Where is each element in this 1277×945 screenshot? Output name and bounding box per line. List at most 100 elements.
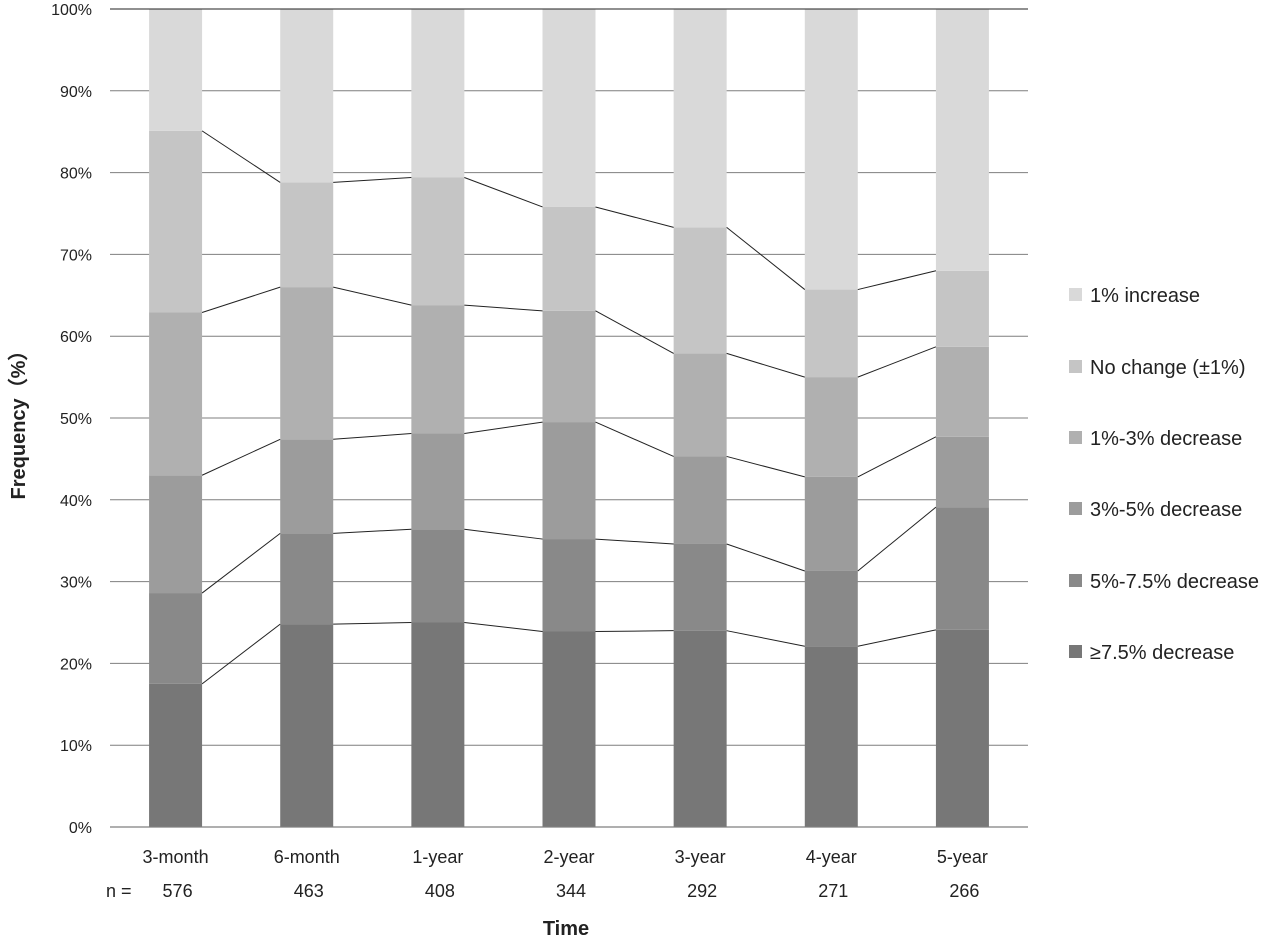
bar-segment — [542, 422, 596, 540]
legend-label: No change (±1%) — [1090, 357, 1246, 379]
series-connector-line — [857, 629, 937, 647]
bar-segment — [542, 9, 596, 207]
bar-segment — [280, 624, 334, 827]
n-value-label: 463 — [294, 881, 324, 901]
legend-swatch — [1069, 502, 1082, 515]
n-value-label: 344 — [556, 881, 586, 901]
n-prefix-label: n = — [106, 881, 132, 901]
series-connector-line — [201, 532, 281, 594]
bar-segment — [149, 475, 203, 594]
bar-segment — [935, 346, 989, 437]
bar-segment — [411, 622, 465, 827]
bar-segment — [542, 206, 596, 311]
series-connector-line — [333, 622, 412, 625]
series-connector-line — [333, 177, 412, 183]
bar-segment — [280, 182, 334, 288]
series-connector-line — [464, 177, 543, 208]
x-tick-label: 6-month — [274, 847, 340, 867]
series-connector-line — [333, 286, 412, 306]
bar-segment — [149, 312, 203, 476]
y-tick-label: 90% — [60, 84, 92, 101]
bar-segment — [149, 130, 203, 313]
bar-segment — [149, 9, 203, 131]
y-tick-label: 30% — [60, 575, 92, 592]
bar-segment — [673, 9, 727, 228]
bar-segment — [542, 310, 596, 423]
y-tick-label: 70% — [60, 247, 92, 264]
y-tick-label: 40% — [60, 493, 92, 510]
bar-segment — [804, 289, 858, 378]
bar-segment — [280, 287, 334, 440]
bar-segment — [935, 270, 989, 347]
legend-label: 1% increase — [1090, 285, 1200, 307]
x-tick-label: 5-year — [937, 847, 988, 867]
legend-label: ≥7.5% decrease — [1090, 642, 1234, 664]
bar-segment — [804, 377, 858, 477]
bar-segment — [673, 456, 727, 544]
series-connector-line — [464, 304, 543, 312]
bar-segment — [804, 646, 858, 827]
y-tick-label: 60% — [60, 329, 92, 346]
bar-segment — [149, 593, 203, 684]
bar-segment — [542, 631, 596, 827]
n-value-label: 266 — [949, 881, 979, 901]
bar-segment — [280, 9, 334, 183]
series-connector-line — [595, 310, 674, 354]
series-connector-line — [201, 438, 281, 476]
series-connector-line — [595, 421, 674, 457]
n-value-label: 408 — [425, 881, 455, 901]
y-tick-label: 50% — [60, 411, 92, 428]
series-connector-line — [595, 630, 674, 632]
series-connector-line — [857, 346, 937, 378]
x-tick-label: 2-year — [543, 847, 594, 867]
series-connector-line — [726, 543, 805, 572]
bar-segment — [804, 9, 858, 290]
bar-segment — [280, 533, 334, 625]
series-connector-line — [333, 528, 412, 534]
x-tick-label: 1-year — [412, 847, 463, 867]
series-connector-line — [201, 286, 281, 313]
x-tick-label: 3-year — [675, 847, 726, 867]
bar-segment — [935, 507, 989, 630]
series-connector-line — [726, 227, 806, 290]
bar-segment — [804, 476, 858, 571]
legend-label: 5%-7.5% decrease — [1090, 571, 1259, 593]
series-connector-line — [857, 436, 937, 478]
n-value-label: 271 — [818, 881, 848, 901]
bar-segment — [804, 570, 858, 647]
y-axis-title: Frequency（%） — [7, 341, 30, 500]
x-tick-label: 3-month — [143, 847, 209, 867]
bar-segment — [935, 9, 989, 271]
bar-segment — [673, 543, 727, 631]
legend-swatch — [1069, 431, 1082, 444]
n-value-label: 576 — [163, 881, 193, 901]
bar-segment — [411, 529, 465, 623]
legend-swatch — [1069, 574, 1082, 587]
bar-segment — [673, 630, 727, 827]
y-tick-label: 100% — [51, 2, 92, 19]
bar-segment — [411, 305, 465, 434]
y-tick-label: 10% — [60, 738, 92, 755]
legend-swatch — [1069, 645, 1082, 658]
y-tick-label: 20% — [60, 656, 92, 673]
bar-segment — [411, 177, 465, 306]
series-connector-line — [726, 455, 805, 478]
bar-segment — [542, 539, 596, 632]
x-tick-label: 4-year — [806, 847, 857, 867]
n-value-label: 292 — [687, 881, 717, 901]
bar-segment — [673, 353, 727, 457]
bar-segment — [280, 439, 334, 534]
legend-label: 3%-5% decrease — [1090, 499, 1242, 521]
bar-segment — [935, 629, 989, 827]
series-connector-line — [595, 538, 674, 545]
series-connector-line — [464, 528, 543, 540]
series-connector-line — [726, 352, 805, 378]
bar-segment — [149, 683, 203, 827]
series-connector-line — [464, 622, 543, 632]
bar-segment — [935, 436, 989, 508]
x-axis-title: Time — [543, 918, 589, 940]
series-connector-line — [857, 270, 937, 291]
legend-swatch — [1069, 288, 1082, 301]
